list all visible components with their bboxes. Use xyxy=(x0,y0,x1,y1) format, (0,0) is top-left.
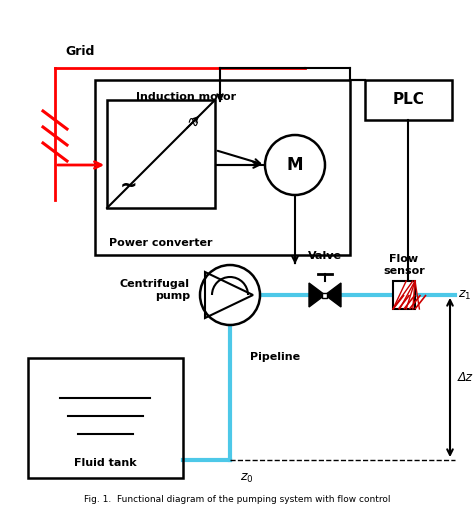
Text: Grid: Grid xyxy=(65,45,94,58)
Circle shape xyxy=(200,265,260,325)
Text: ∿: ∿ xyxy=(187,115,200,130)
Bar xyxy=(393,281,415,309)
Text: M: M xyxy=(287,156,303,174)
Text: ~: ~ xyxy=(120,176,138,196)
Text: Valve: Valve xyxy=(308,251,342,261)
Bar xyxy=(393,281,415,309)
Bar xyxy=(393,281,415,309)
Text: z$_0$: z$_0$ xyxy=(240,472,254,485)
Text: Induction motor: Induction motor xyxy=(136,92,236,102)
Bar xyxy=(393,281,415,309)
Bar xyxy=(107,100,215,208)
Bar xyxy=(393,281,415,309)
Text: Δz: Δz xyxy=(458,371,473,384)
Text: Flow
sensor: Flow sensor xyxy=(383,254,425,276)
Bar xyxy=(28,358,183,478)
Text: Pipeline: Pipeline xyxy=(250,352,300,362)
Bar xyxy=(322,292,328,297)
Text: Centrifugal
pump: Centrifugal pump xyxy=(120,279,190,301)
Text: Fluid tank: Fluid tank xyxy=(74,458,137,468)
Bar xyxy=(393,281,415,309)
Text: Fig. 1.  Functional diagram of the pumping system with flow control: Fig. 1. Functional diagram of the pumpin… xyxy=(84,495,390,504)
Polygon shape xyxy=(309,283,325,307)
Text: Power converter: Power converter xyxy=(109,238,213,248)
Bar xyxy=(365,80,452,120)
Bar xyxy=(393,281,415,309)
Circle shape xyxy=(265,135,325,195)
Bar xyxy=(95,80,350,255)
Text: PLC: PLC xyxy=(392,93,424,108)
Polygon shape xyxy=(325,283,341,307)
Text: z$_1$: z$_1$ xyxy=(458,288,472,302)
